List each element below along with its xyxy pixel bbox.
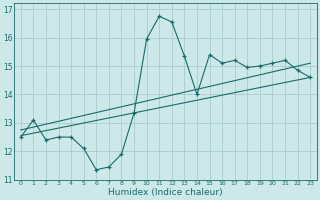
X-axis label: Humidex (Indice chaleur): Humidex (Indice chaleur)	[108, 188, 223, 197]
